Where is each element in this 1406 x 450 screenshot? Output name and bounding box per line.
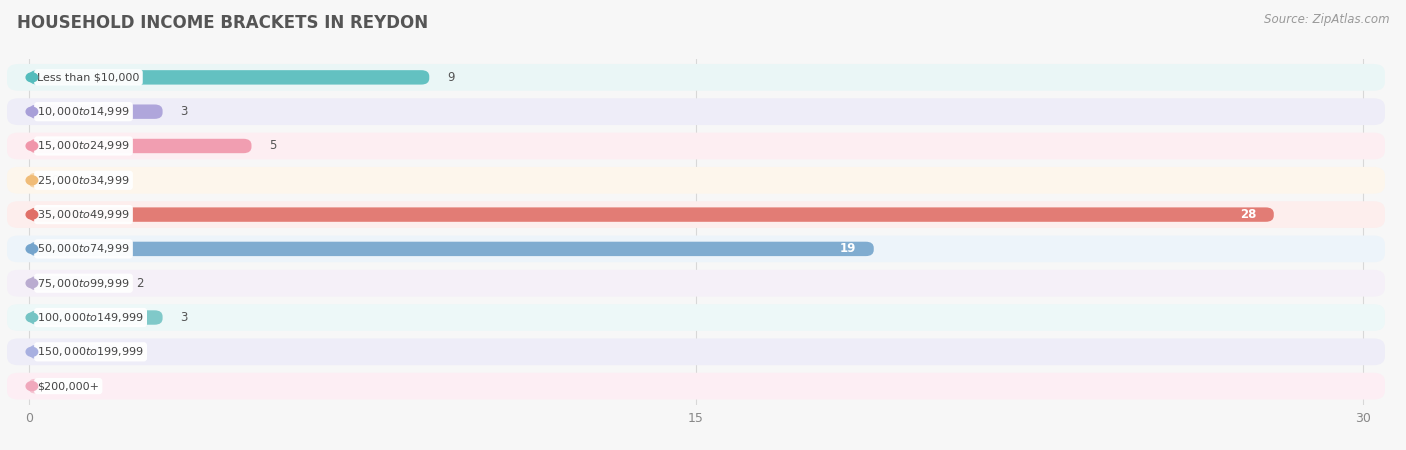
Text: 2: 2 bbox=[136, 277, 143, 290]
FancyBboxPatch shape bbox=[30, 276, 118, 290]
Text: 9: 9 bbox=[447, 71, 454, 84]
FancyBboxPatch shape bbox=[7, 235, 1385, 262]
Text: $25,000 to $34,999: $25,000 to $34,999 bbox=[37, 174, 129, 187]
Text: 19: 19 bbox=[839, 243, 856, 256]
FancyBboxPatch shape bbox=[7, 201, 1385, 228]
Text: $150,000 to $199,999: $150,000 to $199,999 bbox=[37, 345, 143, 358]
Text: $10,000 to $14,999: $10,000 to $14,999 bbox=[37, 105, 129, 118]
Text: 3: 3 bbox=[180, 311, 188, 324]
Circle shape bbox=[27, 107, 38, 116]
Text: 2: 2 bbox=[136, 345, 143, 358]
FancyBboxPatch shape bbox=[7, 133, 1385, 159]
FancyBboxPatch shape bbox=[30, 310, 163, 325]
FancyBboxPatch shape bbox=[30, 104, 163, 119]
FancyBboxPatch shape bbox=[7, 338, 1385, 365]
Text: $35,000 to $49,999: $35,000 to $49,999 bbox=[37, 208, 129, 221]
Text: 28: 28 bbox=[1240, 208, 1256, 221]
FancyBboxPatch shape bbox=[30, 242, 873, 256]
FancyBboxPatch shape bbox=[7, 167, 1385, 194]
Text: HOUSEHOLD INCOME BRACKETS IN REYDON: HOUSEHOLD INCOME BRACKETS IN REYDON bbox=[17, 14, 427, 32]
Text: Less than $10,000: Less than $10,000 bbox=[37, 72, 139, 82]
Circle shape bbox=[27, 244, 38, 253]
Circle shape bbox=[27, 347, 38, 356]
Text: $75,000 to $99,999: $75,000 to $99,999 bbox=[37, 277, 129, 290]
Circle shape bbox=[27, 313, 38, 322]
Text: 5: 5 bbox=[270, 140, 277, 153]
Circle shape bbox=[27, 176, 38, 185]
Text: $100,000 to $149,999: $100,000 to $149,999 bbox=[37, 311, 143, 324]
FancyBboxPatch shape bbox=[7, 64, 1385, 91]
Text: Source: ZipAtlas.com: Source: ZipAtlas.com bbox=[1264, 14, 1389, 27]
FancyBboxPatch shape bbox=[7, 270, 1385, 297]
FancyBboxPatch shape bbox=[30, 139, 252, 153]
Text: $15,000 to $24,999: $15,000 to $24,999 bbox=[37, 140, 129, 153]
Circle shape bbox=[27, 73, 38, 82]
Circle shape bbox=[27, 141, 38, 150]
FancyBboxPatch shape bbox=[30, 70, 429, 85]
Circle shape bbox=[27, 210, 38, 219]
FancyBboxPatch shape bbox=[7, 98, 1385, 125]
FancyBboxPatch shape bbox=[30, 173, 42, 188]
Circle shape bbox=[27, 382, 38, 391]
Text: $50,000 to $74,999: $50,000 to $74,999 bbox=[37, 243, 129, 256]
FancyBboxPatch shape bbox=[7, 373, 1385, 400]
Text: 3: 3 bbox=[180, 105, 188, 118]
FancyBboxPatch shape bbox=[7, 304, 1385, 331]
FancyBboxPatch shape bbox=[30, 345, 118, 359]
Circle shape bbox=[27, 279, 38, 288]
Text: $200,000+: $200,000+ bbox=[37, 381, 100, 391]
Text: 0: 0 bbox=[52, 174, 59, 187]
Text: 0: 0 bbox=[52, 380, 59, 393]
FancyBboxPatch shape bbox=[30, 379, 42, 393]
FancyBboxPatch shape bbox=[30, 207, 1274, 222]
